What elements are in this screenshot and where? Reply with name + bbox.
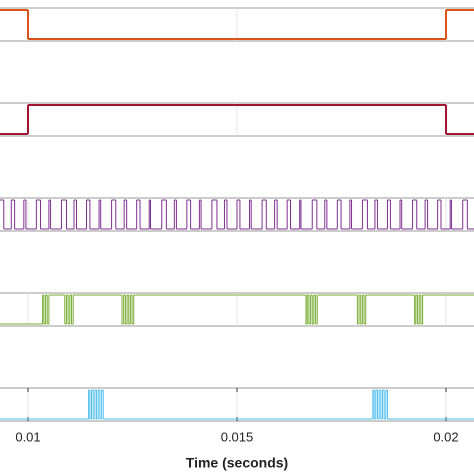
x-tick-label: 0.015	[221, 429, 254, 444]
x-axis-label: Time (seconds)	[186, 455, 288, 471]
x-tick-label: 0.02	[433, 429, 458, 444]
x-tick-label: 0.01	[15, 429, 40, 444]
